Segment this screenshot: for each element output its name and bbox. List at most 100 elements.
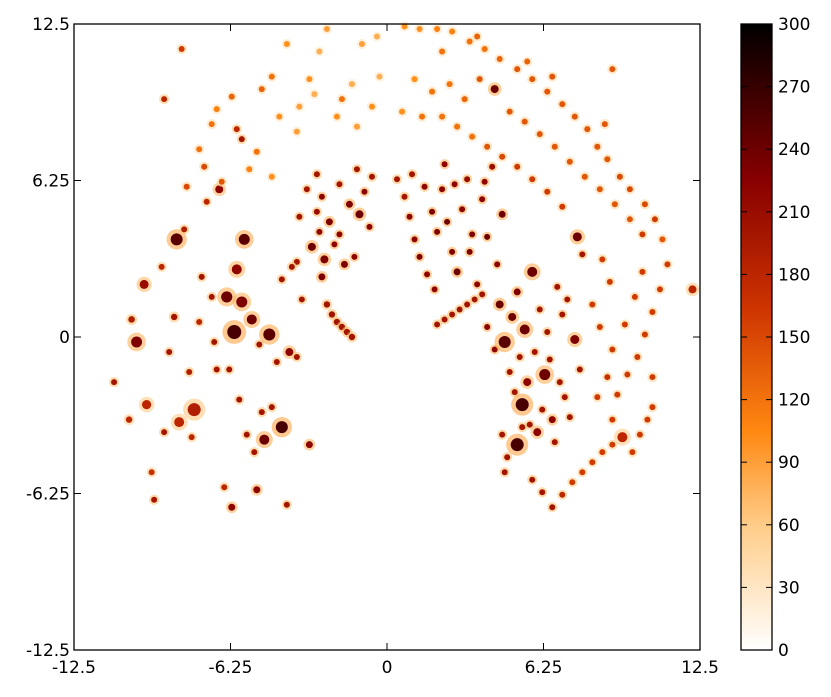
scatter-point — [196, 318, 203, 325]
scatter-point — [636, 431, 643, 438]
scatter-point — [411, 236, 418, 243]
scatter-point — [664, 261, 671, 268]
x-tick-label: 6.25 — [525, 658, 563, 678]
scatter-point — [323, 26, 330, 33]
y-axis: 12.5 6.25 0 -6.25 -12.5 — [26, 15, 700, 661]
scatter-point — [581, 173, 588, 180]
scatter-point — [559, 311, 566, 318]
scatter-point — [336, 231, 343, 238]
scatter-point — [434, 321, 441, 328]
scatter-point — [111, 379, 118, 386]
scatter-point — [439, 48, 446, 55]
scatter-point — [174, 417, 185, 428]
scatter-point — [495, 300, 504, 309]
scatter-point — [298, 296, 305, 303]
scatter-point — [213, 106, 220, 113]
scatter-point — [441, 316, 448, 323]
scatter-point — [238, 233, 250, 245]
scatter-point — [296, 103, 303, 110]
scatter-point — [556, 379, 563, 386]
scatter-point — [406, 213, 413, 220]
scatter-point — [258, 409, 265, 416]
scatter-point — [139, 279, 149, 289]
scatter-point — [218, 178, 225, 185]
scatter-point — [431, 286, 438, 293]
scatter-point — [401, 193, 408, 200]
scatter-point — [536, 131, 543, 138]
scatter-point — [148, 469, 155, 476]
scatter-point — [311, 91, 318, 98]
scatter-point — [601, 121, 608, 128]
scatter-point — [211, 339, 218, 346]
scatter-point — [316, 48, 323, 55]
scatter-point — [599, 256, 606, 263]
scatter-point — [278, 276, 285, 283]
scatter-point — [584, 126, 591, 133]
scatter-point — [609, 66, 616, 73]
scatter-point — [444, 218, 451, 225]
colorbar-tick-label: 0 — [778, 641, 789, 661]
scatter-point — [419, 113, 426, 120]
scatter-point — [501, 469, 508, 476]
scatter-point — [498, 210, 506, 218]
scatter-point — [215, 185, 224, 194]
scatter-point — [236, 296, 248, 308]
scatter-point — [183, 183, 190, 190]
y-tick-label: -12.5 — [26, 641, 70, 661]
scatter-point — [328, 311, 336, 318]
scatter-point — [453, 268, 461, 276]
scatter-point — [238, 136, 245, 143]
scatter-point — [529, 476, 536, 483]
y-tick-label: 6.25 — [32, 172, 70, 192]
scatter-point — [504, 454, 511, 461]
scatter-point — [409, 171, 416, 178]
scatter-point — [629, 449, 636, 456]
scatter-point — [128, 316, 135, 323]
scatter-point — [609, 346, 616, 353]
scatter-point — [268, 73, 275, 80]
colorbar-tick-label: 210 — [778, 203, 810, 223]
scatter-point — [656, 286, 663, 293]
scatter-point — [481, 46, 488, 53]
scatter-point — [158, 263, 165, 270]
scatter-point — [484, 233, 491, 240]
scatter-point — [276, 113, 283, 120]
scatter-point — [579, 469, 586, 476]
scatter-point — [368, 173, 375, 180]
scatter-point — [490, 85, 499, 94]
scatter-point — [641, 201, 648, 208]
y-tick-label: 12.5 — [32, 15, 70, 35]
scatter-point — [494, 261, 501, 268]
scatter-point — [539, 489, 546, 496]
scatter-point — [221, 291, 233, 303]
scatter-point — [651, 216, 658, 223]
scatter-point — [449, 248, 456, 255]
scatter-point — [498, 336, 511, 349]
scatter-point — [449, 311, 456, 318]
scatter-point — [373, 33, 380, 40]
scatter-point — [320, 255, 329, 264]
scatter-point — [345, 200, 353, 208]
scatter-point — [526, 421, 533, 428]
scatter-point — [466, 248, 473, 255]
scatter-point — [554, 283, 561, 290]
scatter-point — [161, 429, 168, 436]
scatter-point — [366, 223, 373, 230]
scatter-point — [131, 336, 143, 348]
scatter-point — [474, 33, 481, 40]
scatter-point — [411, 76, 418, 83]
x-tick-label: -12.5 — [52, 658, 96, 678]
scatter-point — [416, 253, 423, 260]
scatter-point — [454, 123, 461, 130]
scatter-point — [305, 441, 313, 449]
scatter-point — [514, 163, 521, 170]
scatter-point — [203, 198, 210, 205]
scatter-point — [368, 103, 375, 110]
scatter-point — [464, 301, 471, 308]
scatter-point — [484, 143, 491, 150]
scatter-point — [221, 484, 228, 491]
scatter-point — [659, 236, 666, 243]
scatter-point — [439, 113, 446, 120]
scatter-point — [559, 101, 566, 108]
